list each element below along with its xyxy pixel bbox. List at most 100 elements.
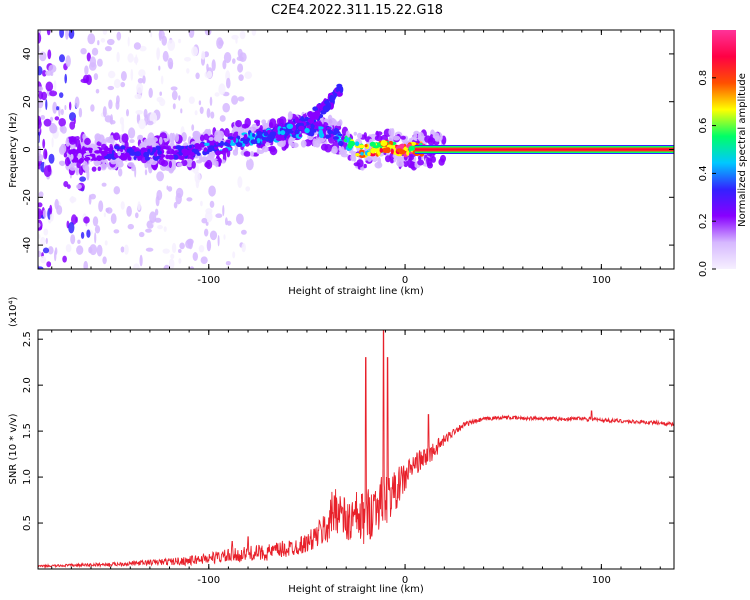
spectrogram-halo (268, 122, 274, 129)
spectrogram-speckle (52, 101, 58, 114)
spectrogram-halo (191, 160, 196, 169)
spectrogram-speckle (97, 58, 103, 67)
spectrogram-halo (418, 155, 422, 161)
spectrogram-halo (110, 158, 118, 165)
spectrogram-ridge (379, 148, 384, 153)
spectrogram-speckle (239, 30, 246, 40)
spectrogram-speckle (47, 246, 54, 255)
spectrogram-speckle (64, 73, 67, 84)
spectrogram-ridge (370, 147, 376, 154)
spectrogram-speckle (97, 40, 100, 46)
colorbar: 0.0 0.2 0.4 0.6 0.8 Normalized spectral ampl… (698, 30, 748, 277)
spectrogram-speckle (206, 239, 212, 252)
spectrogram-speckle (84, 65, 89, 75)
spectrogram-speckle (76, 245, 84, 255)
spectrogram-ridge (188, 144, 192, 149)
spectrogram-speckle (107, 38, 115, 46)
spectrogram-speckle (211, 59, 216, 72)
spectrogram-speckle (138, 69, 146, 77)
spectrogram-ytick-label: 20 (22, 95, 33, 108)
spectrogram-speckle (150, 31, 153, 38)
spectrogram-ridge (354, 141, 360, 147)
spectrogram-speckle (219, 115, 226, 122)
spectrogram-speckle (158, 30, 162, 41)
spectrogram-ridge (252, 133, 256, 138)
spectrogram-speckle (48, 153, 55, 164)
spectrogram-halo (69, 165, 76, 171)
colorbar-tick-label: 0.2 (698, 213, 709, 229)
spectrogram-speckle (43, 148, 48, 160)
spectrogram-ridge (397, 144, 402, 149)
spectrogram-halo (350, 153, 356, 162)
spectrogram-halo (74, 167, 79, 174)
spectrogram-halo (170, 140, 175, 146)
spectrogram-halo (357, 132, 363, 139)
spectrogram-speckle (171, 242, 177, 254)
spectrogram-halo (131, 165, 136, 172)
spectrogram-speckle (69, 196, 77, 203)
spectrogram-speckle (144, 169, 148, 176)
spectrogram-ridge (309, 130, 315, 136)
spectrogram-ridge (77, 153, 82, 159)
snr-panel: -100 0 100 0.5 1.0 1.5 2.0 2.5 Height of straig… (8, 296, 675, 595)
spectrogram-speckle (156, 171, 165, 182)
spectrogram-speckle (101, 182, 107, 187)
spectrogram-speckle (167, 39, 176, 51)
spectrogram-speckle (83, 260, 88, 269)
spectrogram-ridge (359, 154, 366, 158)
spectrogram-speckle (42, 138, 46, 149)
spectrogram-halo (116, 161, 124, 168)
snr-series-line (38, 330, 674, 569)
spectrogram-ridge (204, 142, 211, 146)
spectrogram-speckle (215, 213, 223, 218)
spectrogram-speckle (156, 96, 164, 103)
spectrogram-speckle (186, 197, 193, 202)
spectrogram-halo (100, 163, 107, 171)
spectrogram-speckle (51, 137, 54, 148)
spectrogram-halo (250, 151, 254, 157)
spectrogram-speckle (251, 30, 257, 36)
spectrogram-ridge (243, 134, 248, 139)
spectrogram-speckle (138, 119, 146, 130)
spectrogram-branch (314, 110, 321, 117)
spectrogram-speckle (168, 61, 173, 70)
spectrogram-ridge (209, 142, 215, 147)
spectrogram-speckle (154, 208, 159, 216)
spectrogram-ridge (233, 136, 237, 143)
spectrogram-speckle (54, 198, 59, 210)
spectrogram-speckle (40, 115, 46, 120)
spectrogram-speckle (68, 222, 75, 234)
spectrogram-halo (105, 138, 114, 143)
spectrogram-speckle (42, 209, 47, 219)
spectrogram-speckle (98, 200, 104, 212)
spectrogram-halo (256, 147, 260, 155)
spectrogram-speckle (166, 185, 169, 190)
spectrogram-ridge (236, 142, 243, 148)
spectrogram-ridge (222, 147, 229, 153)
spectrogram-ridge (326, 126, 332, 130)
spectrogram-ytick-label: -40 (22, 237, 33, 253)
spectrogram-ridge (94, 150, 101, 154)
spectrogram-speckle (142, 75, 146, 84)
spectrogram-speckle (38, 32, 42, 44)
spectrogram-speckle (83, 216, 90, 224)
spectrogram-speckle (76, 184, 82, 190)
spectrogram-ridge (280, 130, 286, 136)
spectrogram-ridge (84, 156, 91, 161)
spectrogram-speckle (59, 54, 65, 63)
spectrogram-halo (392, 135, 401, 141)
spectrogram-ridge (144, 156, 150, 161)
spectrogram-speckle (86, 52, 91, 62)
spectrogram-speckle (41, 91, 48, 101)
spectrogram-speckle (218, 39, 224, 46)
spectrogram-ridge (230, 142, 236, 146)
spectrogram-halo (97, 166, 102, 172)
spectrogram-speckle (59, 92, 64, 98)
spectrogram-speckle (162, 50, 169, 62)
spectrogram-halo (199, 134, 205, 142)
spectrogram-speckle (244, 71, 253, 79)
spectrogram-halo (300, 140, 307, 148)
colorbar-tick-label: 0.0 (698, 261, 709, 277)
spectrogram-speckle (86, 229, 91, 238)
